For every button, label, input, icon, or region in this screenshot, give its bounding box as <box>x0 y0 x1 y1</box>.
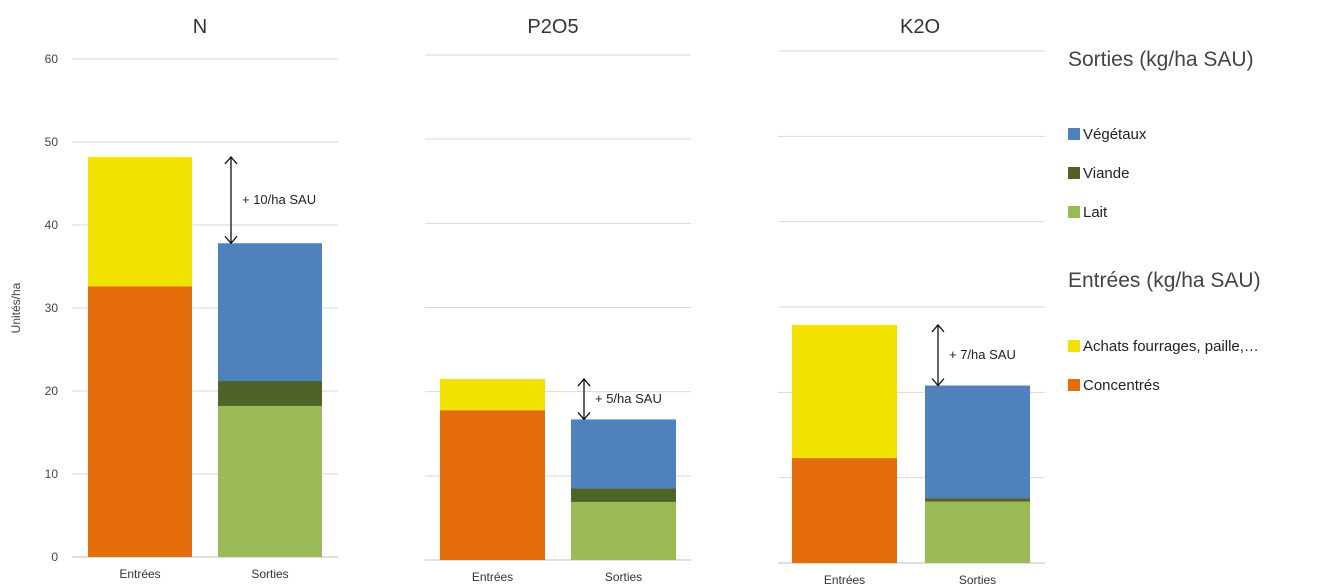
legend-item-vegetaux: Végétaux <box>1068 124 1321 144</box>
diff-annotation-n: + 10/ha SAU <box>242 192 316 207</box>
bar-p2o5-entrees-concentres <box>440 410 545 560</box>
bar-k2o-sorties-vegetaux <box>925 385 1030 499</box>
diff-arrow-head-bottom-n <box>224 235 238 245</box>
legend-sorties-items: Végétaux Viande Lait <box>1068 124 1321 222</box>
bar-p2o5-sorties-lait <box>571 501 676 560</box>
legend-entrees-title: Entrées (kg/ha SAU) <box>1068 269 1261 292</box>
chart-title-n: N <box>193 16 207 38</box>
y-tick-label-30: 30 <box>45 301 59 315</box>
category-label-p2o5-entrees: Entrées <box>472 570 513 584</box>
legend-item-viande: Viande <box>1068 163 1321 183</box>
y-tick-label-20: 20 <box>45 384 59 398</box>
legend-label-lait: Lait <box>1083 203 1108 221</box>
bar-k2o-entrees-achats-fourrages-paille <box>792 324 897 459</box>
legend-swatch-concentres <box>1068 379 1080 391</box>
legend-item-achats: Achats fourrages, paille,… <box>1068 336 1321 356</box>
legend: Sorties (kg/ha SAU) Végétaux Viande Lait… <box>1068 48 1321 395</box>
y-tick-label-10: 10 <box>45 467 59 481</box>
bar-n-sorties-lait <box>218 405 322 557</box>
legend-label-viande: Viande <box>1083 164 1130 182</box>
category-label-n-entrees: Entrées <box>119 567 160 581</box>
category-label-n-sorties: Sorties <box>251 567 288 581</box>
y-tick-label-0: 0 <box>51 550 58 564</box>
bar-p2o5-entrees-achats-fourrages-paille <box>440 379 545 411</box>
legend-item-concentres: Concentrés <box>1068 375 1321 395</box>
legend-label-concentres: Concentrés <box>1083 376 1160 394</box>
bar-n-sorties-viande <box>218 381 322 406</box>
legend-swatch-achats <box>1068 340 1080 352</box>
y-axis-label: Unités/ha <box>9 282 23 333</box>
chart-title-p2o5: P2O5 <box>527 16 578 38</box>
y-tick-label-60: 60 <box>45 52 59 66</box>
chart-area: 0 10 20 30 40 50 60 Unités/ha N Entrées Sorties + 1… <box>9 16 1045 587</box>
diff-arrow-head-top-p2o5 <box>577 378 591 387</box>
diff-arrow-head-bottom-p2o5 <box>577 412 591 421</box>
category-label-p2o5-sorties: Sorties <box>605 570 642 584</box>
legend-swatch-viande <box>1068 167 1080 179</box>
diff-annotation-p2o5: + 5/ha SAU <box>595 391 662 406</box>
diff-arrow-head-top-k2o <box>931 323 945 333</box>
y-tick-label-50: 50 <box>45 135 59 149</box>
legend-item-lait: Lait <box>1068 202 1321 222</box>
legend-swatch-vegetaux <box>1068 128 1080 140</box>
bar-k2o-sorties-viande <box>925 498 1030 502</box>
category-label-k2o-entrees: Entrées <box>824 573 865 587</box>
bar-n-sorties-vegetaux <box>218 243 322 382</box>
legend-label-achats: Achats fourrages, paille,… <box>1083 337 1259 355</box>
y-tick-label-40: 40 <box>45 218 59 232</box>
chart-title-k2o: K2O <box>900 16 940 38</box>
bar-n-entrees-achats-fourrages-paille <box>88 156 192 287</box>
bar-k2o-entrees-concentres <box>792 458 897 563</box>
bar-p2o5-sorties-vegetaux <box>571 419 676 489</box>
diff-arrow-head-top-n <box>224 155 238 165</box>
bar-p2o5-sorties-viande <box>571 488 676 502</box>
bar-n-entrees-concentres <box>88 286 192 557</box>
legend-label-vegetaux: Végétaux <box>1083 125 1147 143</box>
legend-swatch-lait <box>1068 206 1080 218</box>
category-label-k2o-sorties: Sorties <box>959 573 996 587</box>
bar-k2o-sorties-lait <box>925 501 1030 563</box>
legend-entrees-items: Achats fourrages, paille,… Concentrés <box>1068 336 1321 395</box>
diff-annotation-k2o: + 7/ha SAU <box>949 347 1016 362</box>
legend-sorties-title: Sorties (kg/ha SAU) <box>1068 48 1254 71</box>
diff-arrow-head-bottom-k2o <box>931 378 945 387</box>
